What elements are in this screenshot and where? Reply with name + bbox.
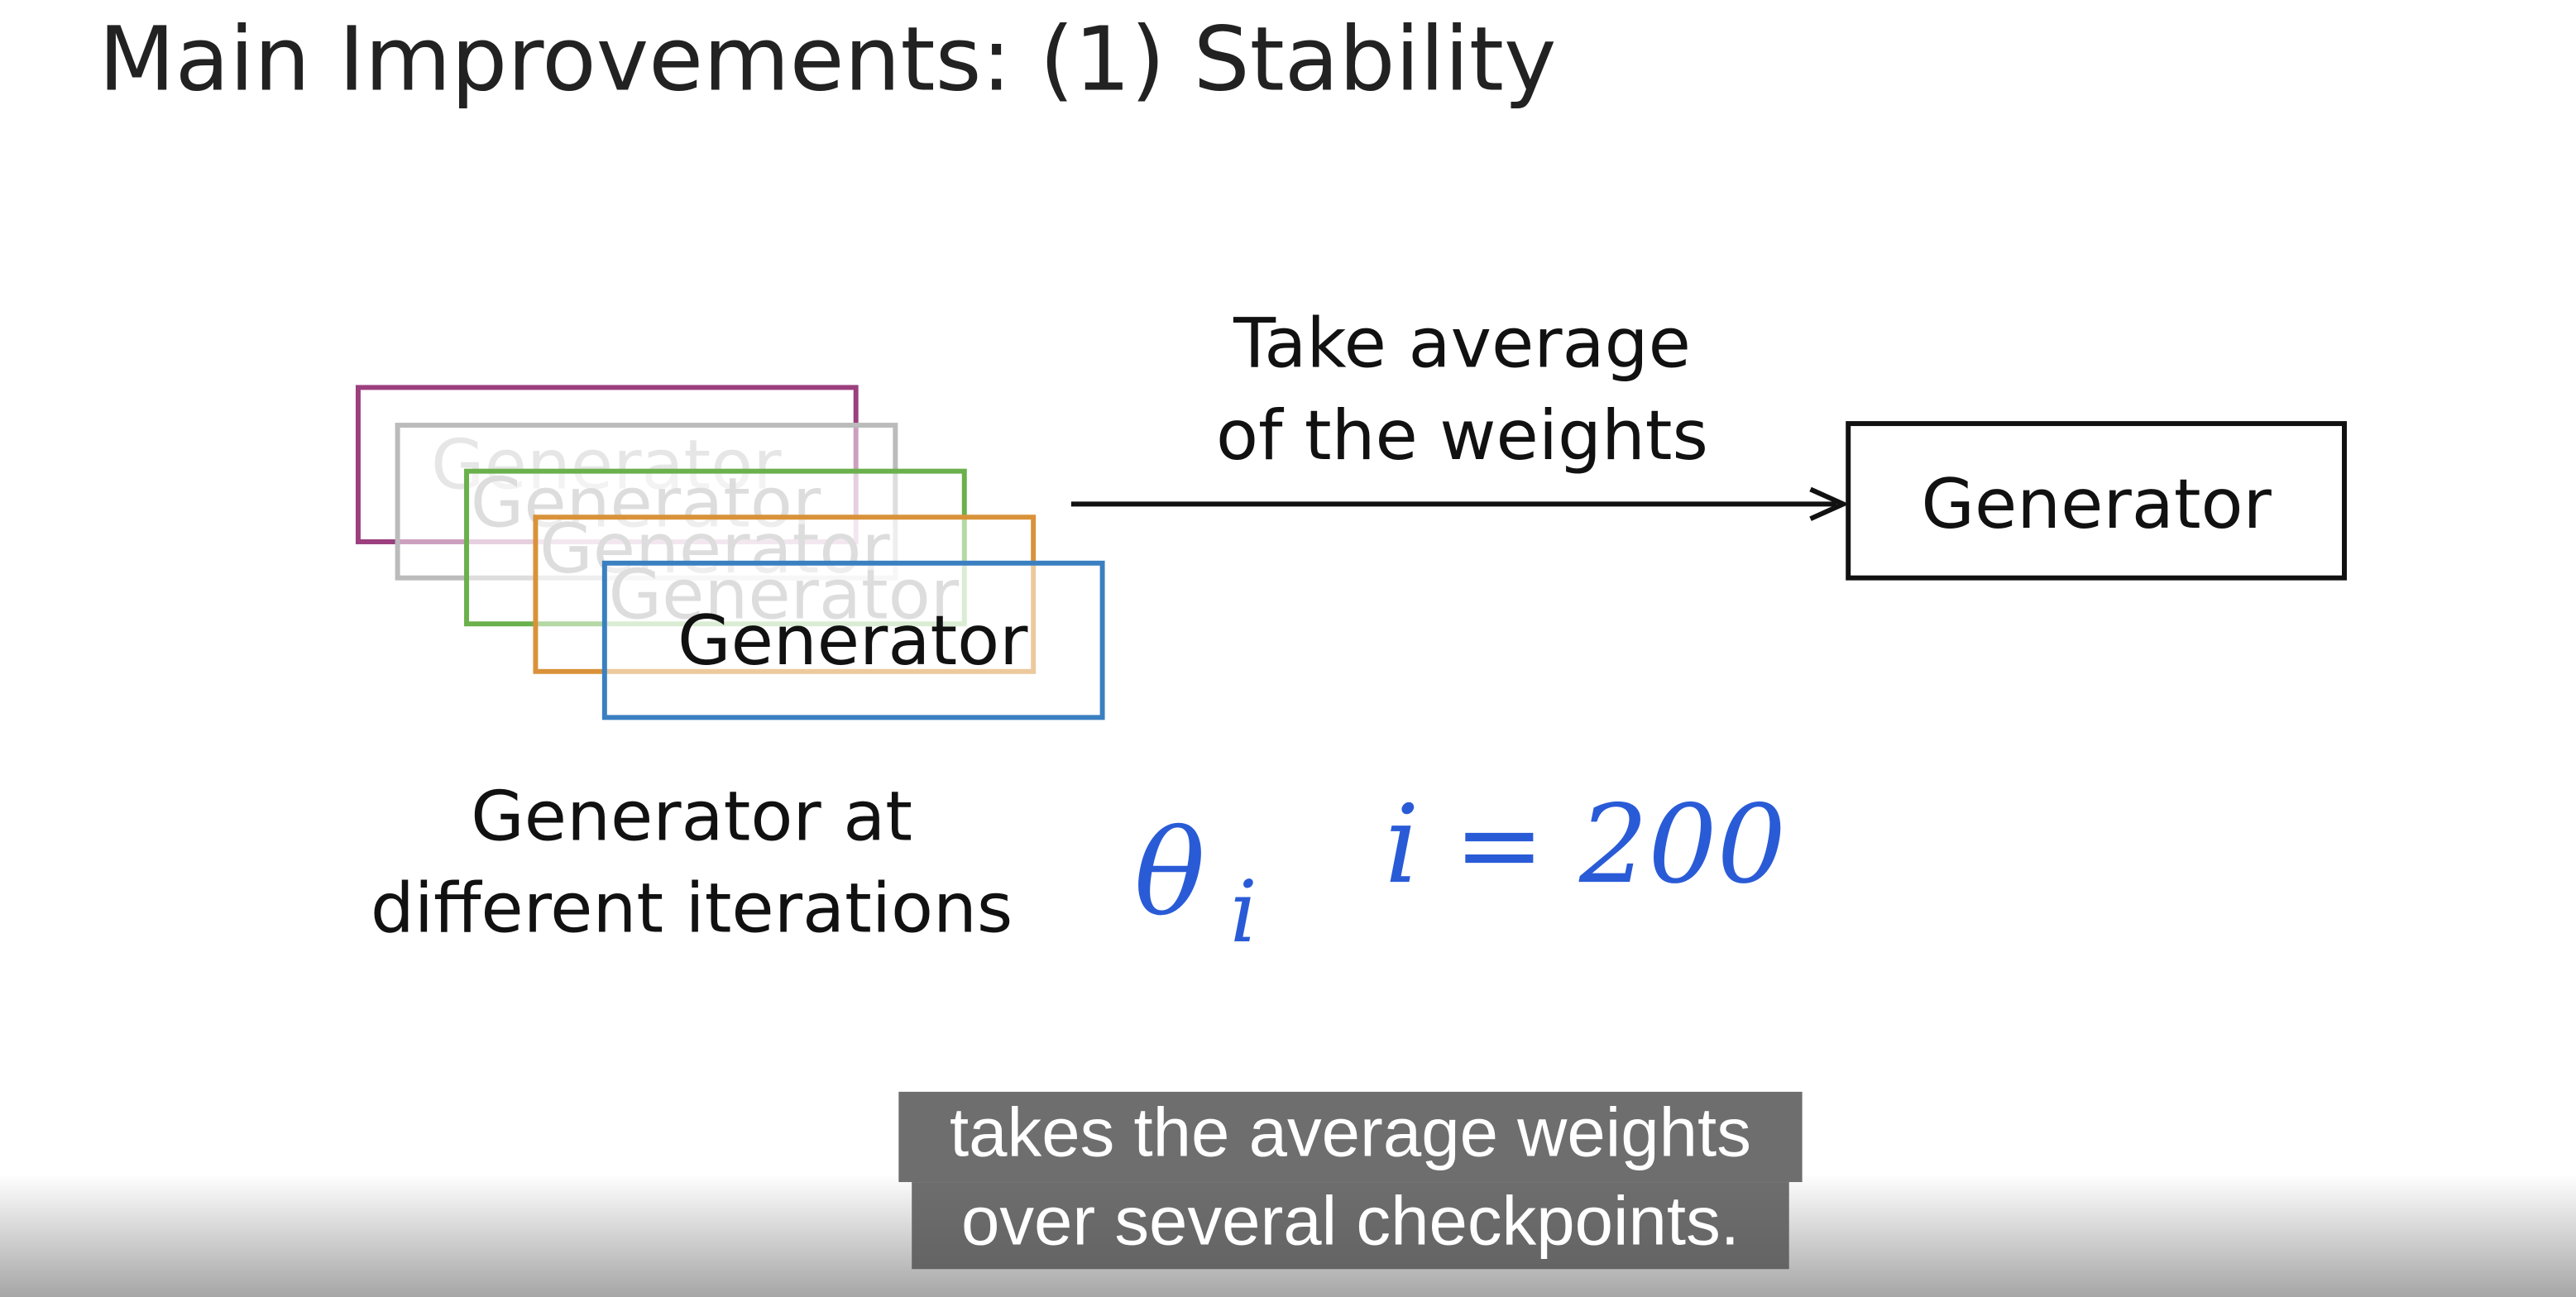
caption: different iterations [371,869,1013,949]
subtitle-bg [898,1091,1803,1183]
handwriting: i [1230,863,1257,962]
result-label: Generator [1921,464,2272,544]
caption: Generator at [471,776,912,856]
slide-title: Main Improvements: (1) Stability [98,8,1556,112]
handwriting: θ [1134,804,1205,942]
box [601,560,1105,720]
generator-stack: Generator Generator Generator Generator … [355,385,1105,720]
subtitle: takes the average weights [950,1094,1751,1171]
subtitle-bg [912,1182,1789,1270]
front-label: Generator [678,601,1028,681]
handwriting: i = 200 [1385,781,1786,907]
arrow-label: Take average [1233,304,1691,384]
result-box [1846,421,2347,581]
subtitle: over several checkpoints. [961,1183,1740,1260]
arrow-head [1809,486,1850,521]
arrow-label: of the weights [1216,395,1708,476]
